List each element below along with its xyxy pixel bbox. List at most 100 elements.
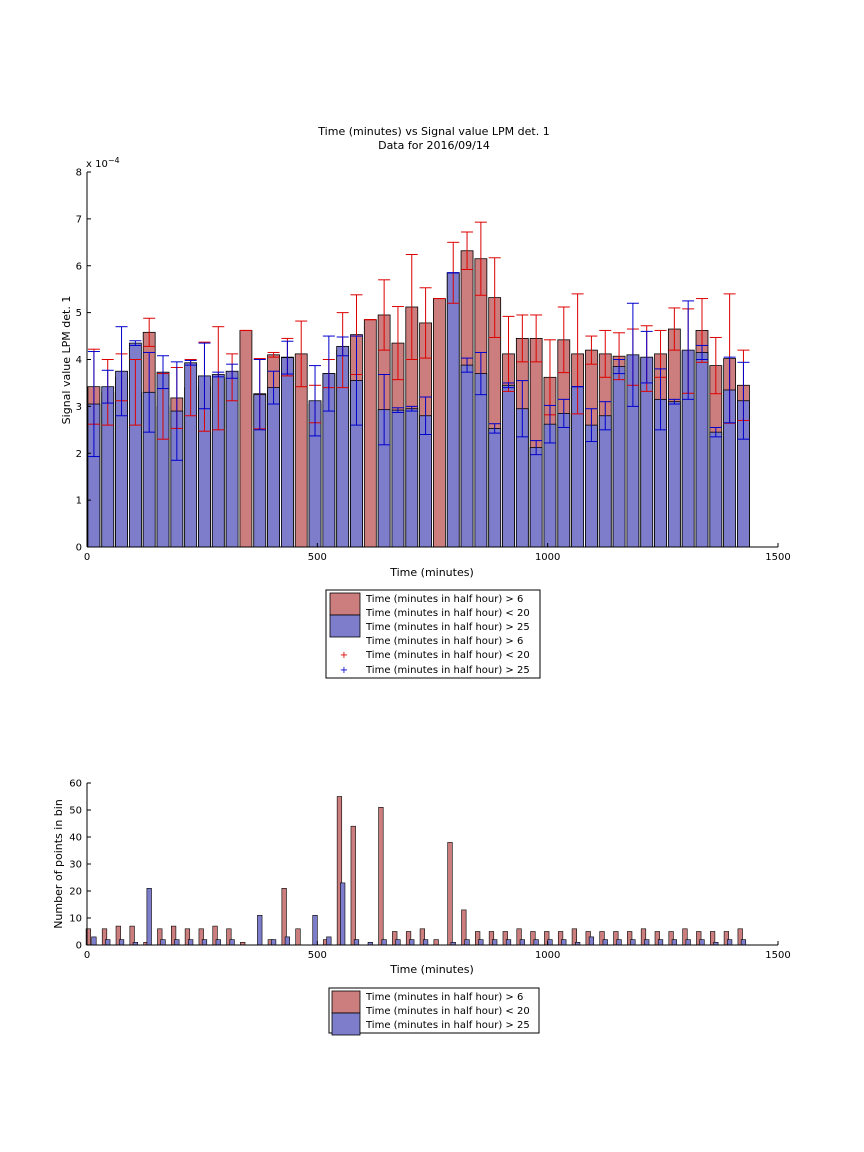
blue-bar: [391, 409, 405, 548]
signal-chart: Time (minutes) vs Signal value LPM det. …: [60, 125, 791, 679]
y-tick-label: 1: [76, 496, 82, 507]
blue-count-bar: [685, 939, 691, 946]
blue-bar: [281, 357, 294, 548]
y-tick-label: 0: [76, 941, 82, 952]
blue-count-bar: [547, 939, 553, 946]
blue-count-bar: [229, 939, 235, 946]
legend-entry: Time (minutes in half hour) > 6: [365, 594, 523, 605]
red-bar: [239, 330, 253, 548]
blue-bar: [529, 447, 543, 548]
blue-count-bar: [588, 936, 595, 946]
blue-count-bar: [630, 939, 636, 946]
blue-count-bar: [422, 939, 429, 946]
y-tick-label: 7: [76, 214, 82, 225]
red-count-bar: [295, 928, 301, 946]
red-count-bar: [378, 806, 384, 946]
legend-entry: Time (minutes in half hour) > 25: [365, 665, 530, 676]
legend-entry: Time (minutes in half hour) < 20: [365, 608, 530, 619]
blue-count-bar: [505, 939, 512, 946]
blue-count-bar: [533, 939, 539, 946]
x-tick-label: 1500: [765, 552, 790, 563]
blue-count-bar: [353, 939, 360, 946]
blue-count-bar: [284, 936, 290, 946]
y-tick-label: 40: [69, 833, 82, 844]
legend-swatch-red: [331, 990, 361, 1014]
count-legend: Time (minutes in half hour) > 6 Time (mi…: [328, 987, 540, 1036]
legend-swatch-blue: [331, 1012, 361, 1036]
legend-marker-blue: +: [340, 665, 348, 676]
blue-count-bar: [657, 939, 664, 946]
count-bars: [85, 796, 747, 946]
x-tick-label: 1500: [765, 950, 790, 961]
signal-legend: + + Time (minutes in half hour) > 6 Time…: [325, 589, 541, 679]
blue-count-bar: [519, 939, 525, 946]
legend-entry: Time (minutes in half hour) > 6: [365, 636, 523, 647]
x-axis-label: Time (minutes): [389, 566, 474, 579]
y-exponent-label: x 10−4: [86, 156, 120, 170]
blue-bar: [460, 364, 474, 548]
blue-count-bar: [740, 939, 747, 946]
legend-box: [325, 589, 541, 679]
blue-bar: [557, 413, 571, 548]
blue-bar: [446, 272, 460, 548]
blue-bar: [474, 373, 488, 548]
signal-axes: 0 500 1000 1500 0 1 2 3 4 5 6 7 8: [76, 168, 791, 564]
blue-count-bar: [478, 939, 484, 946]
x-axis-label: Time (minutes): [389, 963, 474, 976]
blue-count-bar: [146, 887, 152, 946]
red-bar: [433, 298, 446, 548]
y-tick-label: 10: [69, 914, 82, 925]
blue-bar: [695, 352, 709, 548]
y-tick-label: 6: [76, 261, 82, 272]
x-tick-label: 1000: [535, 552, 560, 563]
blue-count-bar: [174, 939, 180, 946]
blue-count-bar: [270, 939, 277, 946]
count-axes: 0 500 1000 1500 0 10 20 30 40 50 60: [69, 779, 790, 962]
legend-entry: Time (minutes in half hour) > 6: [365, 992, 523, 1003]
blue-count-bar: [105, 939, 111, 946]
y-tick-label: 20: [69, 887, 82, 898]
legend-entry: Time (minutes in half hour) < 20: [365, 1006, 530, 1017]
y-tick-label: 60: [69, 779, 82, 790]
blue-count-bar: [257, 914, 263, 946]
blue-bar: [667, 401, 681, 548]
legend-entry: Time (minutes in half hour) > 25: [365, 622, 530, 633]
legend-swatch-red: [329, 592, 361, 616]
count-chart: 0 500 1000 1500 0 10 20 30 40 50 60 Time (minutes)…: [52, 779, 791, 1036]
blue-bar: [419, 415, 432, 548]
blue-bar: [502, 384, 515, 548]
blue-count-bar: [409, 939, 415, 946]
blue-count-bar: [160, 939, 166, 946]
red-count-bar: [433, 939, 439, 946]
y-tick-label: 50: [69, 806, 82, 817]
y-tick-label: 3: [76, 402, 82, 413]
red-bar: [363, 319, 377, 548]
y-tick-label: 0: [76, 543, 82, 554]
x-tick-label: 0: [84, 950, 90, 961]
blue-count-bar: [312, 914, 318, 946]
legend-entry: Time (minutes in half hour) > 25: [365, 1020, 530, 1031]
blue-bar: [585, 424, 598, 548]
y-tick-label: 30: [69, 860, 82, 871]
blue-bar: [267, 387, 280, 548]
y-tick-label: 2: [76, 449, 82, 460]
blue-count-bar: [602, 939, 608, 946]
blue-count-bar: [188, 939, 194, 946]
x-tick-label: 0: [84, 552, 90, 563]
blue-bar: [598, 415, 612, 548]
chart-subtitle: Data for 2016/09/14: [378, 139, 490, 152]
blue-count-bar: [215, 939, 221, 946]
red-count-bar: [281, 887, 287, 946]
blue-count-bar: [616, 939, 622, 946]
blue-count-bar: [671, 939, 677, 946]
blue-bar: [405, 408, 419, 548]
y-axis-label: Signal value LPM det. 1: [60, 296, 73, 425]
blue-count-bar: [340, 882, 346, 946]
blue-count-bar: [201, 939, 208, 946]
x-tick-label: 500: [308, 552, 327, 563]
red-count-bar: [447, 842, 453, 946]
blue-count-bar: [727, 939, 733, 946]
x-tick-label: 500: [308, 950, 327, 961]
chart-title: Time (minutes) vs Signal value LPM det. …: [317, 125, 549, 138]
signal-error-bars: [87, 221, 750, 461]
